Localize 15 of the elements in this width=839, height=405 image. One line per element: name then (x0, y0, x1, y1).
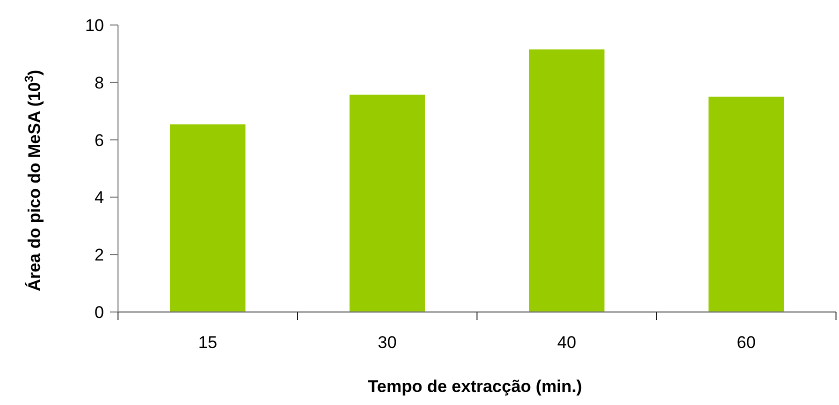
bar (708, 96, 784, 312)
y-tick-label: 10 (85, 16, 104, 35)
y-tick-label: 6 (94, 130, 104, 150)
y-tick-label: 4 (94, 188, 104, 208)
y-tick-label: 8 (94, 73, 104, 92)
y-tick-label: 0 (94, 302, 104, 322)
x-tick-label: 30 (378, 333, 397, 352)
bar (350, 94, 425, 312)
bar (170, 124, 246, 312)
x-tick-label: 40 (557, 333, 576, 352)
x-tick-label: 15 (198, 333, 218, 352)
y-tick-label: 2 (94, 246, 104, 265)
x-tick-label: 60 (736, 333, 756, 352)
bar (529, 49, 604, 312)
x-axis-title: Tempo de extracção (min.) (368, 377, 582, 396)
